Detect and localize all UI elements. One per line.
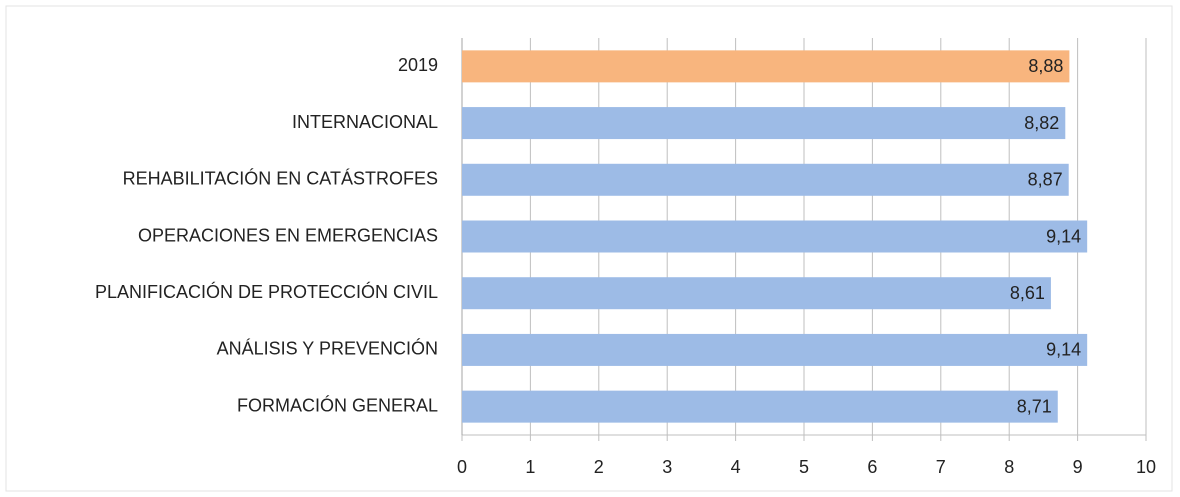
- y-tick-label: 2019: [398, 55, 438, 75]
- y-tick-label: FORMACIÓN GENERAL: [237, 394, 438, 415]
- x-tick-label: 6: [867, 457, 877, 477]
- y-tick-label: REHABILITACIÓN EN CATÁSTROFES: [123, 168, 438, 189]
- data-label: 9,14: [1046, 340, 1081, 360]
- y-tick-label: PLANIFICACIÓN DE PROTECCIÓN CIVIL: [95, 281, 438, 302]
- data-label: 8,88: [1028, 56, 1063, 76]
- data-label: 8,87: [1028, 170, 1063, 190]
- x-tick-label: 10: [1136, 457, 1156, 477]
- x-tick-label: 4: [731, 457, 741, 477]
- bar: [462, 220, 1088, 253]
- data-label: 8,82: [1024, 113, 1059, 133]
- bar: [462, 163, 1069, 196]
- x-tick-label: 7: [936, 457, 946, 477]
- x-tick-label: 0: [457, 457, 467, 477]
- bar: [462, 50, 1070, 83]
- data-label: 8,61: [1010, 283, 1045, 303]
- bar: [462, 107, 1066, 140]
- bar: [462, 390, 1058, 423]
- x-tick-label: 1: [525, 457, 535, 477]
- x-tick-label: 5: [799, 457, 809, 477]
- bar: [462, 333, 1088, 366]
- bar: [462, 277, 1051, 310]
- y-tick-label: ANÁLISIS Y PREVENCIÓN: [217, 338, 438, 359]
- x-tick-label: 3: [662, 457, 672, 477]
- x-tick-label: 2: [594, 457, 604, 477]
- x-tick-label: 9: [1073, 457, 1083, 477]
- y-tick-label: OPERACIONES EN EMERGENCIAS: [138, 225, 438, 245]
- y-tick-label: INTERNACIONAL: [292, 112, 438, 132]
- x-tick-label: 8: [1004, 457, 1014, 477]
- data-label: 8,71: [1017, 396, 1052, 416]
- data-label: 9,14: [1046, 226, 1081, 246]
